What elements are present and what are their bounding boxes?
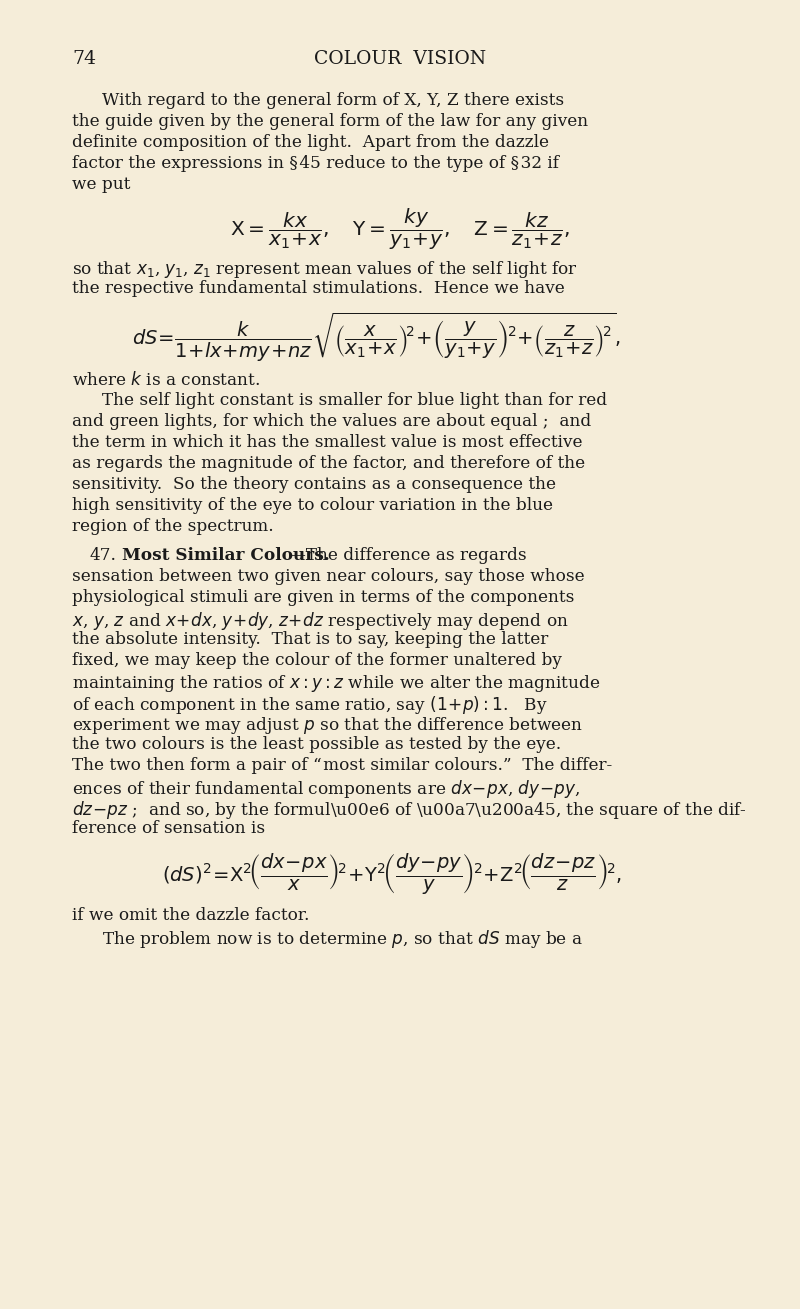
Text: $dz\!-\!pz$ ;  and so, by the formul\u00e6 of \u00a7\u200a45, the square of the : $dz\!-\!pz$ ; and so, by the formul\u00e… (72, 798, 747, 821)
Text: $(dS)^2\!=\!\mathrm{X}^2\!\left(\dfrac{dx\!-\!px}{x}\right)^{\!2}\!+\!\mathrm{Y}: $(dS)^2\!=\!\mathrm{X}^2\!\left(\dfrac{d… (162, 851, 622, 895)
Text: so that $x_1$, $y_1$, $z_1$ represent mean values of the self light for: so that $x_1$, $y_1$, $z_1$ represent me… (72, 259, 578, 280)
Text: the absolute intensity.  That is to say, keeping the latter: the absolute intensity. That is to say, … (72, 631, 548, 648)
Text: 47.: 47. (90, 547, 117, 564)
Text: high sensitivity of the eye to colour variation in the blue: high sensitivity of the eye to colour va… (72, 497, 553, 514)
Text: and green lights, for which the values are about equal ;  and: and green lights, for which the values a… (72, 414, 591, 429)
Text: maintaining the ratios of $x : y : z$ while we alter the magnitude: maintaining the ratios of $x : y : z$ wh… (72, 673, 601, 694)
Text: fixed, we may keep the colour of the former unaltered by: fixed, we may keep the colour of the for… (72, 652, 562, 669)
Text: COLOUR  VISION: COLOUR VISION (314, 50, 486, 68)
Text: $dS\!=\!\dfrac{k}{1\!+\!lx\!+\!my\!+\!nz}\sqrt{\left(\dfrac{x}{x_1\!+\!x}\right): $dS\!=\!\dfrac{k}{1\!+\!lx\!+\!my\!+\!nz… (132, 312, 620, 364)
Text: ences of their fundamental components are $dx\!-\!px$, $dy\!-\!py$,: ences of their fundamental components ar… (72, 778, 580, 800)
Text: region of the spectrum.: region of the spectrum. (72, 518, 274, 535)
Text: $\mathrm{X}=\dfrac{kx}{x_1\!+\!x},\quad \mathrm{Y}=\dfrac{ky}{y_1\!+\!y},\quad \: $\mathrm{X}=\dfrac{kx}{x_1\!+\!x},\quad … (230, 207, 570, 253)
Text: experiment we may adjust $p$ so that the difference between: experiment we may adjust $p$ so that the… (72, 715, 583, 736)
Text: Most Similar Colours.: Most Similar Colours. (122, 547, 330, 564)
Text: —The difference as regards: —The difference as regards (289, 547, 526, 564)
Text: the respective fundamental stimulations.  Hence we have: the respective fundamental stimulations.… (72, 280, 565, 297)
Text: $x$, $y$, $z$ and $x\!+\!dx$, $y\!+\!dy$, $z\!+\!dz$ respectively may depend on: $x$, $y$, $z$ and $x\!+\!dx$, $y\!+\!dy$… (72, 610, 569, 632)
Text: definite composition of the light.  Apart from the dazzle: definite composition of the light. Apart… (72, 134, 549, 151)
Text: physiological stimuli are given in terms of the components: physiological stimuli are given in terms… (72, 589, 574, 606)
Text: we put: we put (72, 175, 130, 192)
Text: factor the expressions in § 45 reduce to the type of § 32 if: factor the expressions in § 45 reduce to… (72, 154, 559, 171)
Text: the guide given by the general form of the law for any given: the guide given by the general form of t… (72, 113, 588, 130)
Text: 74: 74 (72, 50, 96, 68)
Text: sensation between two given near colours, say those whose: sensation between two given near colours… (72, 568, 585, 585)
Text: The problem now is to determine $p$, so that $dS$ may be a: The problem now is to determine $p$, so … (102, 928, 583, 950)
Text: With regard to the general form of X, Y, Z there exists: With regard to the general form of X, Y,… (102, 92, 564, 109)
Text: sensitivity.  So the theory contains as a consequence the: sensitivity. So the theory contains as a… (72, 476, 556, 493)
Text: The self light constant is smaller for blue light than for red: The self light constant is smaller for b… (102, 391, 607, 408)
Text: as regards the magnitude of the factor, and therefore of the: as regards the magnitude of the factor, … (72, 456, 585, 473)
Text: if we omit the dazzle factor.: if we omit the dazzle factor. (72, 907, 310, 924)
Text: the term in which it has the smallest value is most effective: the term in which it has the smallest va… (72, 435, 582, 452)
Text: where $k$ is a constant.: where $k$ is a constant. (72, 370, 260, 389)
Text: of each component in the same ratio, say $(1\!+\!p) : 1$.   By: of each component in the same ratio, say… (72, 694, 547, 716)
Text: The two then form a pair of “ most similar colours.”  The differ-: The two then form a pair of “ most simil… (72, 757, 612, 774)
Text: ference of sensation is: ference of sensation is (72, 819, 265, 836)
Text: the two colours is the least possible as tested by the eye.: the two colours is the least possible as… (72, 736, 562, 753)
